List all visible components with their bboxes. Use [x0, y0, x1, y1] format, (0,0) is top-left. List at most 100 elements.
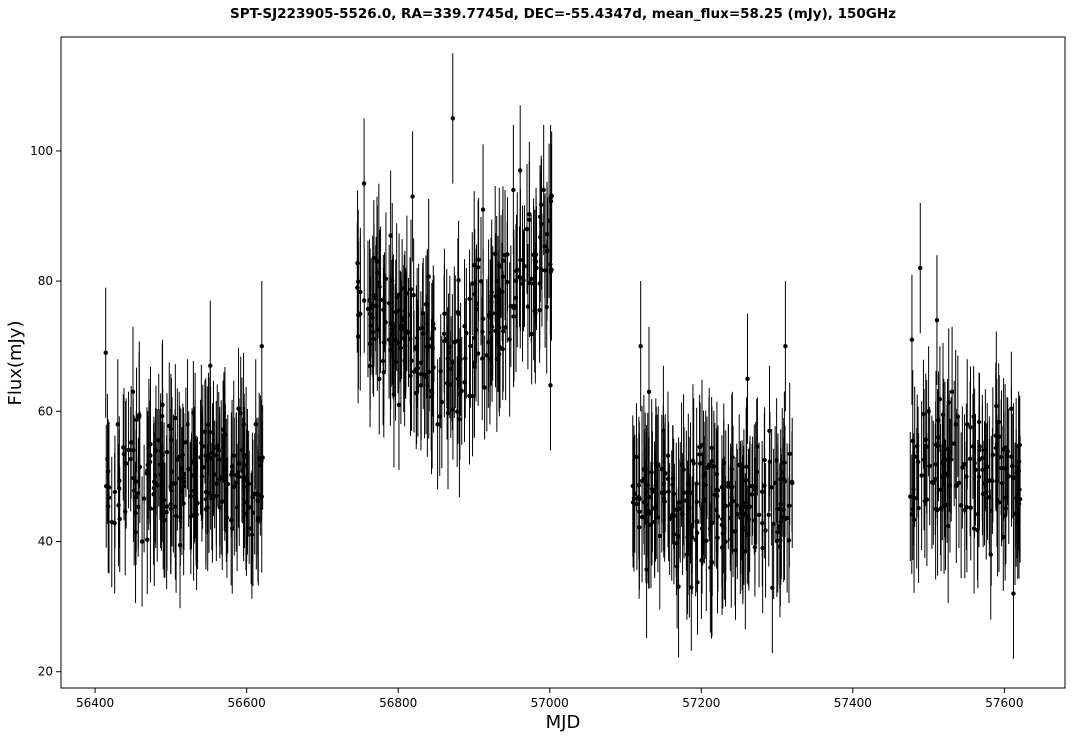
- data-point: [908, 432, 913, 562]
- data-point: [444, 326, 450, 440]
- point-marker: [224, 488, 229, 493]
- data-point: [153, 417, 158, 549]
- point-marker: [644, 567, 649, 572]
- point-marker: [199, 474, 205, 479]
- x-tick-label: 56400: [76, 696, 114, 710]
- point-marker: [638, 344, 643, 349]
- data-point: [988, 489, 993, 620]
- point-marker: [380, 358, 386, 364]
- data-point: [922, 443, 928, 559]
- data-point: [524, 163, 530, 295]
- y-axis-ticks: 20 40 60 80 100: [30, 144, 61, 679]
- point-marker: [539, 267, 545, 273]
- point-marker: [531, 281, 536, 286]
- data-point: [994, 378, 1000, 509]
- point-marker: [642, 499, 647, 505]
- data-point: [537, 217, 542, 350]
- x-tick: 57200: [682, 688, 720, 710]
- data-point: [478, 217, 484, 346]
- data-point: [937, 346, 943, 453]
- data-point: [480, 144, 486, 275]
- data-point: [1012, 442, 1018, 586]
- data-point: [735, 449, 740, 580]
- point-marker: [704, 538, 709, 544]
- point-marker: [137, 412, 142, 418]
- point-marker: [752, 487, 757, 492]
- point-marker: [1017, 487, 1022, 492]
- point-marker: [173, 415, 178, 421]
- data-point: [999, 390, 1004, 547]
- point-marker: [544, 304, 549, 310]
- data-point: [544, 239, 549, 374]
- data-point: [630, 437, 636, 568]
- point-marker: [383, 320, 388, 325]
- point-marker: [240, 468, 245, 473]
- point-marker: [937, 397, 943, 402]
- point-marker: [355, 334, 361, 339]
- point-marker: [945, 523, 951, 529]
- data-point: [106, 421, 112, 574]
- data-point: [948, 397, 954, 522]
- point-marker: [754, 469, 759, 475]
- data-point: [482, 335, 487, 440]
- data-point: [217, 412, 222, 546]
- data-point: [133, 464, 138, 562]
- data-point: [470, 335, 475, 457]
- point-marker: [179, 488, 185, 494]
- point-marker: [193, 496, 199, 501]
- point-marker: [968, 425, 973, 430]
- x-tick-label: 57400: [834, 696, 872, 710]
- data-point: [126, 391, 131, 509]
- point-marker: [720, 531, 726, 536]
- point-marker: [396, 308, 402, 313]
- data-point: [938, 424, 943, 556]
- point-marker: [234, 472, 239, 478]
- point-marker: [988, 552, 993, 557]
- data-point: [399, 239, 405, 338]
- data-point: [707, 388, 712, 542]
- point-marker: [529, 331, 534, 337]
- y-tick-label: 60: [38, 404, 53, 418]
- point-marker: [247, 505, 252, 510]
- point-marker: [915, 459, 921, 465]
- data-point: [644, 500, 649, 639]
- point-marker: [709, 445, 714, 451]
- data-point: [199, 411, 205, 542]
- point-marker: [908, 494, 913, 499]
- point-marker: [980, 467, 985, 473]
- data-point: [734, 443, 739, 568]
- point-marker: [507, 337, 512, 342]
- x-axis-label: MJD: [546, 712, 581, 733]
- data-point: [636, 455, 642, 599]
- point-marker: [429, 336, 434, 341]
- point-marker: [514, 268, 519, 274]
- point-marker: [116, 503, 121, 508]
- data-point: [704, 470, 709, 611]
- point-marker: [164, 509, 169, 515]
- data-point: [392, 283, 398, 397]
- point-marker: [953, 422, 958, 427]
- point-marker: [250, 510, 256, 515]
- point-marker: [541, 187, 546, 193]
- point-marker: [749, 492, 755, 497]
- point-marker: [760, 545, 765, 551]
- point-marker: [215, 443, 220, 448]
- data-point: [470, 232, 475, 336]
- data-point: [220, 433, 225, 571]
- plot-area: [60, 36, 1066, 689]
- data-point: [747, 441, 752, 572]
- data-point: [173, 364, 178, 473]
- data-point: [378, 226, 383, 374]
- data-point: [976, 406, 982, 548]
- point-marker: [427, 344, 432, 349]
- point-marker: [681, 490, 687, 495]
- point-marker: [548, 383, 553, 388]
- point-marker: [123, 509, 128, 514]
- point-marker: [517, 168, 523, 173]
- data-point: [782, 425, 788, 537]
- point-marker: [985, 464, 990, 470]
- point-marker: [674, 541, 679, 546]
- data-point: [361, 118, 367, 249]
- point-marker: [996, 419, 1001, 425]
- chart-title: SPT-SJ223905-5526.0, RA=339.7745d, DEC=-…: [230, 6, 896, 22]
